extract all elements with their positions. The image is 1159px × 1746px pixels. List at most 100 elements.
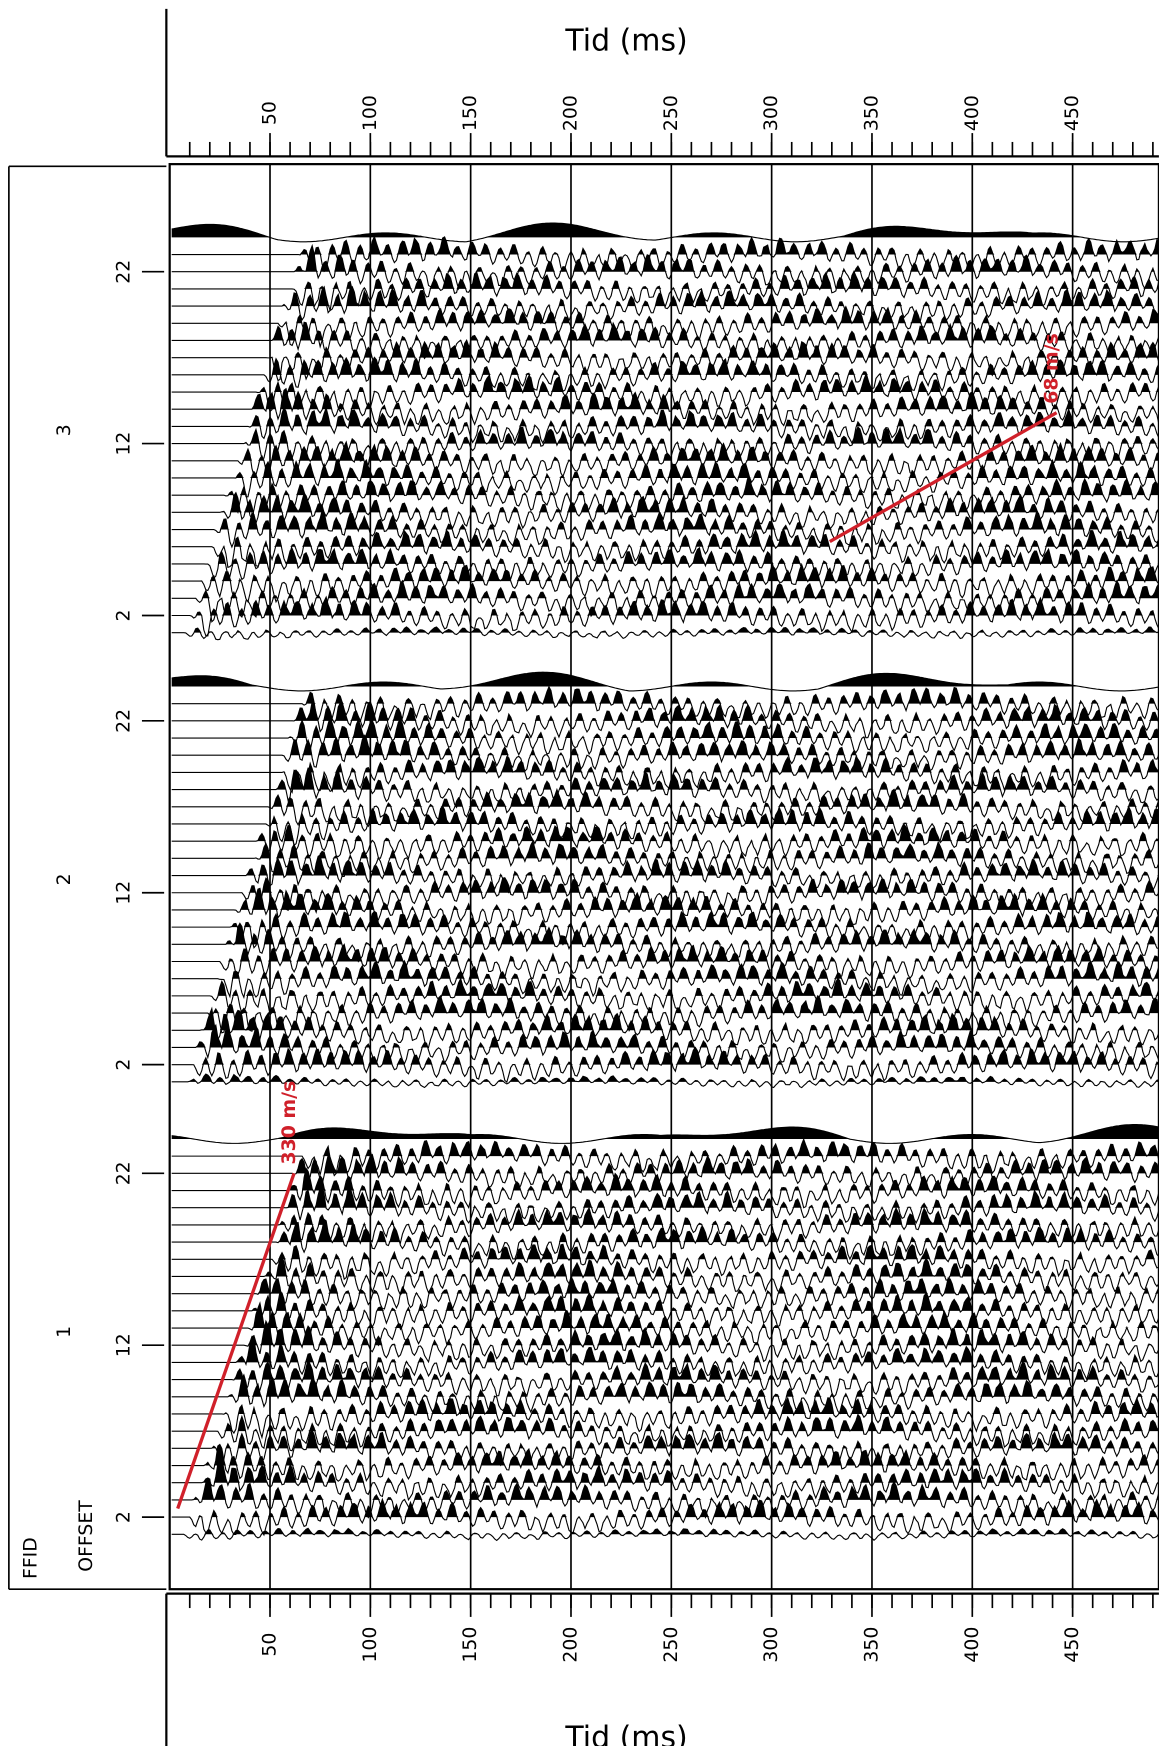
trace (171, 595, 1159, 637)
x-tick-label: 300 (761, 1627, 782, 1663)
offset-title: OFFSET (76, 1500, 97, 1572)
trace-fill (171, 978, 1159, 996)
trace-fill (171, 1025, 1159, 1048)
trace-fill (171, 789, 1159, 807)
trace-fill (171, 357, 1159, 375)
x-tick-label: 250 (661, 95, 682, 131)
trace (171, 579, 1159, 623)
trace (171, 477, 1159, 520)
trace (171, 222, 1159, 243)
x-tick-label: 350 (861, 1627, 882, 1663)
y-tick-label: 12 (114, 1333, 135, 1357)
trace (171, 1206, 1159, 1245)
trace-fill (171, 286, 1159, 307)
trace-fill (171, 1336, 1159, 1363)
trace-fill (171, 1528, 1159, 1535)
trace (171, 977, 1159, 1017)
trace (171, 372, 1159, 413)
trace (171, 959, 1159, 1000)
trace (171, 1243, 1159, 1281)
trace (171, 714, 1159, 756)
trace (171, 1477, 1159, 1519)
ffid-label: 3 (54, 424, 75, 436)
x-tick-label: 400 (962, 95, 983, 131)
trace-fill (171, 841, 1159, 859)
trace (171, 509, 1159, 549)
trace (171, 1413, 1159, 1452)
trace (171, 528, 1159, 569)
trace (171, 356, 1159, 393)
trace-fill (171, 923, 1159, 945)
trace (171, 1396, 1159, 1440)
x-tick-label: 50 (260, 1633, 281, 1657)
trace-fill (171, 459, 1159, 478)
trace-fill (171, 1321, 1159, 1346)
x-tick-label: 50 (260, 101, 281, 125)
trace (171, 270, 1159, 314)
trace (171, 1275, 1159, 1312)
x-tick-label: 150 (460, 1627, 481, 1663)
trace-fill (171, 529, 1159, 547)
trace (171, 1291, 1159, 1331)
trace (171, 887, 1159, 928)
trace-fill (171, 768, 1159, 790)
x-axis-title: Tid (ms) (564, 24, 687, 59)
trace-fill (171, 855, 1159, 876)
velocity-line (829, 411, 1058, 544)
trace (171, 243, 1159, 291)
x-tick-label: 150 (460, 95, 481, 131)
y-tick-label: 12 (114, 881, 135, 905)
trace (171, 1357, 1159, 1398)
trace-fill (171, 1124, 1159, 1139)
trace (171, 626, 1159, 641)
trace (171, 1184, 1159, 1225)
x-tick-label: 200 (560, 1627, 581, 1663)
trace (171, 994, 1159, 1034)
trace-fill (171, 580, 1159, 599)
trace (171, 1123, 1159, 1144)
trace (171, 1335, 1159, 1381)
trace-fill (171, 877, 1159, 893)
trace (171, 1167, 1159, 1209)
y-tick-label: 22 (114, 1161, 135, 1185)
trace (171, 285, 1159, 325)
x-tick-label: 450 (1062, 95, 1083, 131)
trace-fill (171, 442, 1159, 461)
trace (171, 1443, 1159, 1482)
trace-fill (171, 888, 1159, 910)
trace-fill (171, 1244, 1159, 1260)
trace-fill (171, 806, 1159, 824)
trace (171, 562, 1159, 604)
trace (171, 877, 1159, 915)
trace (171, 1455, 1159, 1502)
y-tick-label: 22 (114, 260, 135, 284)
trace (171, 755, 1159, 794)
x-tick-label: 450 (1062, 1627, 1083, 1663)
trace (171, 1429, 1159, 1469)
y-tick-label: 2 (114, 609, 135, 621)
trace (171, 1023, 1159, 1066)
trace (171, 305, 1159, 349)
trace-fill (171, 374, 1159, 393)
trace (171, 671, 1159, 692)
trace-fill (171, 492, 1159, 513)
trace (171, 699, 1159, 739)
trace (171, 1497, 1159, 1537)
velocity-label: 330 m/s (279, 1081, 300, 1165)
trace (171, 234, 1159, 273)
trace (171, 1319, 1159, 1364)
trace (171, 804, 1159, 847)
trace-fill (171, 1207, 1159, 1225)
x-tick-label: 300 (761, 95, 782, 131)
trace (171, 321, 1159, 360)
trace (171, 943, 1159, 980)
trace-fill (171, 1185, 1159, 1208)
trace-fill (171, 1478, 1159, 1500)
x-axis-title: Tid (ms) (564, 1720, 687, 1746)
y-tick-label: 12 (114, 432, 135, 456)
velocity-line (176, 1172, 296, 1510)
trace (171, 440, 1159, 478)
y-tick-label: 2 (114, 1511, 135, 1523)
